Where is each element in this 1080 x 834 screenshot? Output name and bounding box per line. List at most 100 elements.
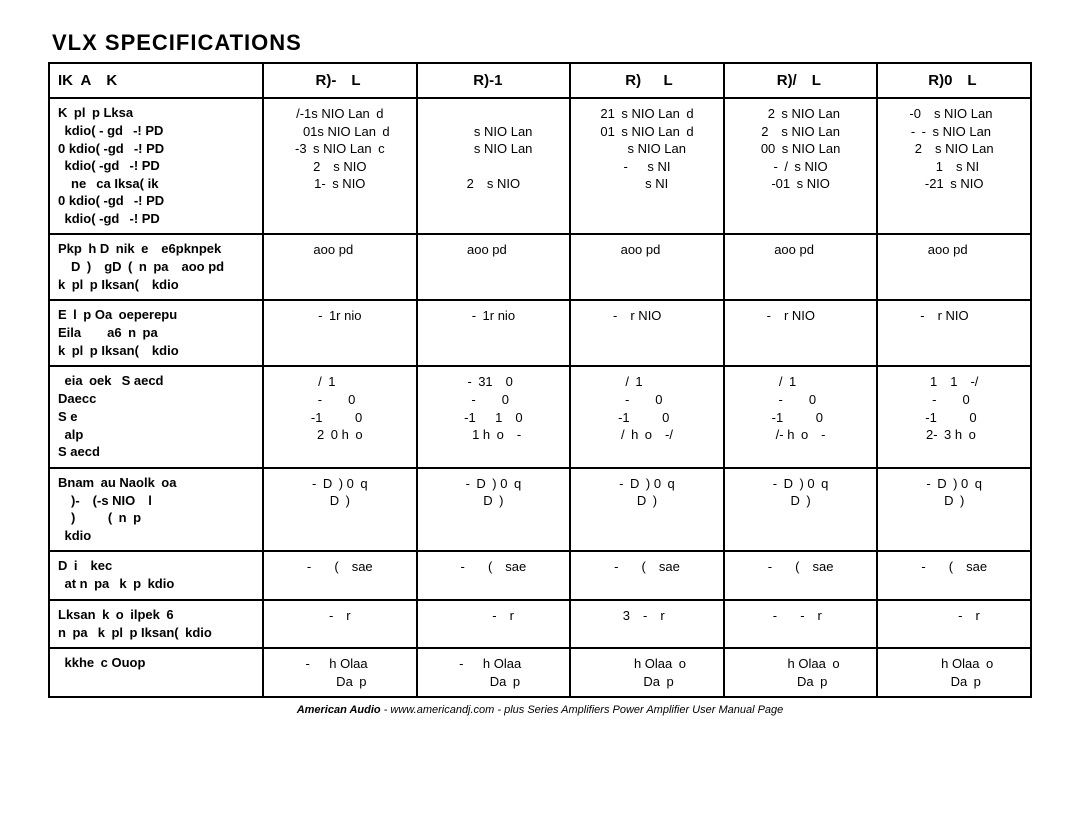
- value-line: -1 0: [880, 409, 1028, 427]
- row-subline: kdio( - gd -! PD: [58, 122, 258, 140]
- value-line: - h Olaa: [420, 655, 568, 673]
- row-title: kkhe c Ouop: [58, 655, 258, 670]
- value-cell: - h Olaa Da p: [417, 648, 571, 697]
- row-subline: kdio( -gd -! PD: [58, 157, 258, 175]
- value-line: - / s NIO: [727, 158, 875, 176]
- spec-table: IK A K R)- L R)-1 R) L R)/ L R)0 L K pl …: [48, 62, 1032, 698]
- page: VLX SPECIFICATIONS IK A K R)- L R)-1 R) …: [0, 0, 1080, 726]
- value-line: 2 s NIO Lan: [880, 140, 1028, 158]
- value-line: aoo pd: [420, 241, 568, 259]
- value-line: - 0: [573, 391, 721, 409]
- table-row: Pkp h D nik e e6pknpek D ) gD ( n pa aoo…: [49, 234, 1031, 300]
- value-cell: / 1 - 0 -1 0 2 0 h o: [263, 366, 417, 467]
- row-label: Bnam au Naolk oa )- (-s NIO l ) ( n p kd…: [49, 468, 263, 552]
- value-line: - r: [420, 607, 568, 625]
- value-line: 2 s NIO Lan: [727, 105, 875, 123]
- value-cell: -0 s NIO Lan - - s NIO Lan 2 s NIO Lan 1…: [877, 98, 1031, 234]
- value-line: [420, 158, 568, 176]
- value-line: Da p: [573, 673, 721, 691]
- row-subline: kdio( -gd -! PD: [58, 210, 258, 228]
- row-title: Bnam au Naolk oa: [58, 475, 258, 490]
- row-label: E l p Oa oeperepuEila a6 n pak pl p Iksa…: [49, 300, 263, 366]
- value-line: - - s NIO Lan: [880, 123, 1028, 141]
- value-line: - ( sae: [727, 558, 875, 576]
- row-subline: )- (-s NIO l: [58, 492, 258, 510]
- value-line: - r: [880, 607, 1028, 625]
- value-line: 2 s NIO: [420, 175, 568, 193]
- value-line: s NI: [573, 175, 721, 193]
- table-row: E l p Oa oeperepuEila a6 n pak pl p Iksa…: [49, 300, 1031, 366]
- row-title: eia oek S aecd: [58, 373, 258, 388]
- value-line: - 0: [266, 391, 414, 409]
- value-cell: aoo pd: [877, 234, 1031, 300]
- value-cell: - h Olaa Da p: [263, 648, 417, 697]
- value-line: - ( sae: [420, 558, 568, 576]
- value-cell: - 1r nio: [263, 300, 417, 366]
- value-line: D ): [573, 492, 721, 510]
- value-line: h Olaa o: [573, 655, 721, 673]
- row-subline: Daecc: [58, 390, 258, 408]
- value-line: D ): [420, 492, 568, 510]
- value-line: - 0: [420, 391, 568, 409]
- value-cell: - ( sae: [724, 551, 878, 600]
- value-line: - ( sae: [266, 558, 414, 576]
- header-col-2: R) L: [570, 63, 724, 98]
- row-label: kkhe c Ouop: [49, 648, 263, 697]
- value-line: / 1: [573, 373, 721, 391]
- header-model: IK A K: [49, 63, 263, 98]
- row-title: Pkp h D nik e e6pknpek: [58, 241, 258, 256]
- value-line: 3 - r: [573, 607, 721, 625]
- value-cell: 21 s NIO Lan d01 s NIO Lan d s NIO Lan- …: [570, 98, 724, 234]
- value-line: - ( sae: [573, 558, 721, 576]
- value-line: - D ) 0 q: [880, 475, 1028, 493]
- value-line: - 0: [727, 391, 875, 409]
- value-line: - D ) 0 q: [266, 475, 414, 493]
- value-cell: - D ) 0 q D ): [263, 468, 417, 552]
- value-line: /-1s NIO Lan d: [266, 105, 414, 123]
- value-cell: aoo pd: [724, 234, 878, 300]
- value-line: 1 s NI: [880, 158, 1028, 176]
- value-line: / 1: [266, 373, 414, 391]
- header-col-4: R)0 L: [877, 63, 1031, 98]
- value-cell: aoo pd: [263, 234, 417, 300]
- value-line: Da p: [727, 673, 875, 691]
- value-cell: - r: [877, 600, 1031, 649]
- value-cell: h Olaa o Da p: [570, 648, 724, 697]
- table-row: D i kec at n pa k p kdio- ( sae- ( sae- …: [49, 551, 1031, 600]
- header-row: IK A K R)- L R)-1 R) L R)/ L R)0 L: [49, 63, 1031, 98]
- row-label: D i kec at n pa k p kdio: [49, 551, 263, 600]
- value-line: - D ) 0 q: [420, 475, 568, 493]
- value-line: - 1r nio: [420, 307, 568, 325]
- row-label: K pl p Lksa kdio( - gd -! PD 0 kdio( -gd …: [49, 98, 263, 234]
- value-line: D ): [727, 492, 875, 510]
- value-cell: - D ) 0 q D ): [724, 468, 878, 552]
- row-label: Lksan k o ilpek 6n pa k pl p Iksan( kdio: [49, 600, 263, 649]
- value-line: -1 1 0: [420, 409, 568, 427]
- table-row: eia oek S aecd DaeccS e alpS aecd / 1 - 0 …: [49, 366, 1031, 467]
- value-line: -21 s NIO: [880, 175, 1028, 193]
- header-col-3: R)/ L: [724, 63, 878, 98]
- value-line: 2- 3 h o: [880, 426, 1028, 444]
- page-title: VLX SPECIFICATIONS: [48, 30, 1032, 56]
- value-cell: - ( sae: [263, 551, 417, 600]
- row-subline: alp: [58, 426, 258, 444]
- row-subline: S e: [58, 408, 258, 426]
- row-subline: S aecd: [58, 443, 258, 461]
- row-subline: ) ( n p: [58, 509, 258, 527]
- value-line: -1 0: [727, 409, 875, 427]
- value-line: h Olaa o: [727, 655, 875, 673]
- value-line: Da p: [420, 673, 568, 691]
- value-line: s NIO Lan: [573, 140, 721, 158]
- value-line: D ): [880, 492, 1028, 510]
- row-title: D i kec: [58, 558, 258, 573]
- value-cell: - D ) 0 q D ): [877, 468, 1031, 552]
- row-subline: 0 kdio( -gd -! PD: [58, 192, 258, 210]
- value-cell: - - r: [724, 600, 878, 649]
- value-line: - r NIO: [727, 307, 875, 325]
- row-title: K pl p Lksa: [58, 105, 258, 120]
- footer-text: - www.americandj.com - plus Series Ampli…: [381, 704, 784, 716]
- value-line: -3 s NIO Lan c: [266, 140, 414, 158]
- value-line: -1 0: [573, 409, 721, 427]
- value-cell: - ( sae: [570, 551, 724, 600]
- value-line: - r NIO: [880, 307, 1028, 325]
